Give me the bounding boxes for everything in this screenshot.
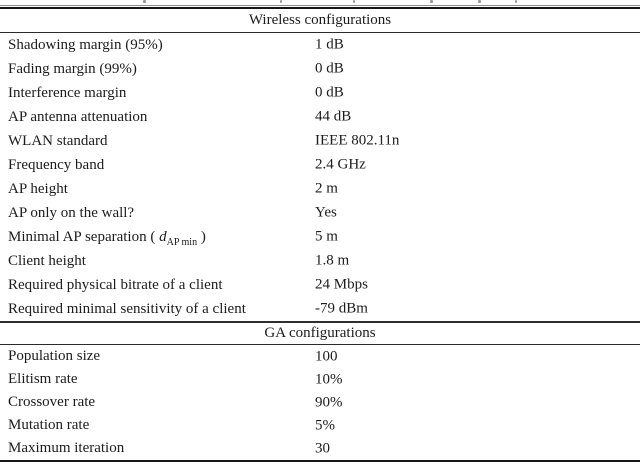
header-underline-rule [0,344,640,345]
row-value: 2.4 GHz [315,156,366,173]
table-top-rule-thin-line [0,5,640,6]
row-value: 1.8 m [315,252,350,269]
row-label: Interference margin [8,84,127,101]
row-value: IEEE 802.11n [315,132,400,149]
row-label: Maximum iteration [8,440,125,456]
row-label: WLAN standard [8,132,108,149]
table-row: Mutation rate 5% [0,414,640,437]
table-row: AP only on the wall? Yes [0,201,640,225]
configurations-table: Wireless configurations Shadowing margin … [0,9,640,460]
row-value: Yes [315,204,337,221]
row-value: 44 dB [315,108,352,125]
row-value: 5 m [315,228,338,245]
section-divider-rule [0,321,640,323]
caption-descender-speck [515,0,517,3]
table-row: Maximum iteration 30 [0,437,640,460]
row-value: 24 Mbps [315,276,368,293]
row-value: 0 dB [315,84,344,101]
header-underline-rule [0,32,640,33]
table-row: Interference margin 0 dB [0,81,640,105]
row-label: Frequency band [8,156,105,173]
row-label: Minimal AP separation ( dAP min ) [0,228,206,248]
table-row: Elitism rate 10% [0,368,640,391]
row-label: AP antenna attenuation [8,108,148,125]
row-label-symbol: d [159,228,167,245]
row-label: Required physical bitrate of a client [8,276,223,293]
row-label: Population size [8,348,101,364]
row-value: 30 [315,440,330,456]
caption-descender-speck [143,0,146,3]
caption-descender-speck [280,0,282,3]
table-row: Required physical bitrate of a client 24 … [0,273,640,297]
row-label-text: Minimal AP separation ( [8,228,160,245]
row-value: 0 dB [315,60,344,77]
table-bottom-rule [0,460,640,462]
row-label: Shadowing margin (95%) [8,36,163,53]
table-row: Client height 1.8 m [0,249,640,273]
row-value: 90% [315,394,343,410]
table-row: AP height 2 m [0,177,640,201]
table-row: Population size 100 [0,345,640,368]
row-label: Crossover rate [8,394,96,410]
row-label-subscript: AP min [166,236,198,248]
section-header: GA configurations [264,325,376,341]
row-value: 10% [315,371,343,387]
table-row: Crossover rate 90% [0,391,640,414]
caption-descender-speck [430,0,433,3]
row-label: AP only on the wall? [8,204,135,221]
row-label-text: ) [197,228,206,245]
row-label: Client height [8,252,86,269]
row-value: 5% [315,417,335,433]
cropped-caption-remnant [0,0,640,5]
table-row: Minimal AP separation ( dAP min ) 5 m [0,225,640,249]
caption-descender-speck [478,0,481,3]
table-row: WLAN standard IEEE 802.11n [0,129,640,153]
row-value: 1 dB [315,36,344,53]
section-header: Wireless configurations [248,12,392,28]
row-label: Fading margin (99%) [8,60,137,77]
row-value: 100 [315,348,338,364]
row-value: 2 m [315,180,338,197]
table-row: Shadowing margin (95%) 1 dB [0,33,640,57]
row-label: AP height [8,180,68,197]
row-label: Required minimal sensitivity of a client [8,300,246,317]
row-label: Elitism rate [8,371,78,387]
table-row: Frequency band 2.4 GHz [0,153,640,177]
table-row: Required minimal sensitivity of a client… [0,297,640,321]
table-top-rule-thick-line [0,7,640,9]
row-value: -79 dBm [315,300,368,317]
caption-descender-speck [353,0,355,3]
table-top-rule [0,5,640,9]
row-label: Mutation rate [8,417,90,433]
table-row: AP antenna attenuation 44 dB [0,105,640,129]
table-row: Fading margin (99%) 0 dB [0,57,640,81]
